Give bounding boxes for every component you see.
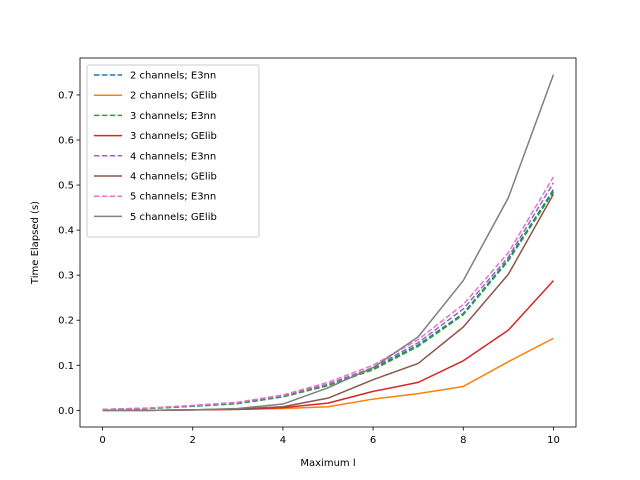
legend-entry-label: 3 channels; E3nn [130, 111, 216, 122]
x-tick-label: 6 [370, 435, 376, 446]
x-tick-label: 8 [460, 435, 466, 446]
legend-box [86, 64, 260, 238]
legend: 2 channels; E3nn 2 channels; GElib 3 chann… [86, 64, 260, 238]
plot-frame [79, 57, 577, 428]
x-tick-label: 4 [280, 435, 286, 446]
y-tick-label: 0.0 [58, 406, 74, 417]
y-tick-label: 0.5 [58, 181, 74, 192]
y-tick-label: 0.1 [58, 361, 74, 372]
x-tick-label: 2 [190, 435, 196, 446]
legend-entry-label: 2 channels; GElib [130, 91, 217, 102]
legend-entry-label: 4 channels; E3nn [130, 151, 216, 162]
x-tick-label: 0 [99, 435, 105, 446]
series-layer [102, 74, 555, 412]
y-tick-label: 0.6 [58, 136, 74, 147]
y-tick-label: 0.7 [58, 90, 74, 101]
y-axis: 0.0 0.1 0.2 0.3 0.4 0.5 0.6 0.7 [58, 90, 80, 417]
y-axis-label: Time Elapsed (s) [30, 201, 41, 285]
series-line-8 [102, 74, 555, 412]
series-line-7 [102, 176, 555, 411]
y-tick-label: 0.4 [58, 226, 74, 237]
y-tick-label: 0.3 [58, 271, 74, 282]
legend-entry-label: 2 channels; E3nn [130, 71, 216, 82]
x-axis-label: Maximum l [300, 458, 355, 469]
legend-entry-label: 5 channels; E3nn [130, 192, 216, 203]
legend-entry-label: 5 channels; GElib [130, 212, 217, 223]
legend-entry-label: 3 channels; GElib [130, 131, 217, 142]
y-tick-label: 0.2 [58, 316, 74, 327]
x-axis: 0 2 4 6 8 10 [99, 427, 560, 446]
x-tick-label: 10 [547, 435, 560, 446]
legend-entry-label: 4 channels; GElib [130, 172, 217, 183]
